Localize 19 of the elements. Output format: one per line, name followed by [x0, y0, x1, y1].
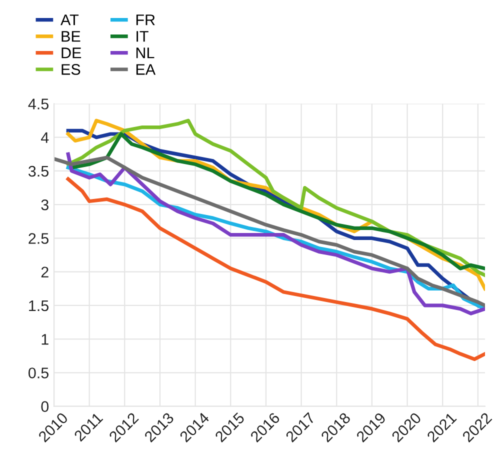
legend-label: EA	[136, 64, 156, 75]
y-tick-label: 1.5	[29, 300, 48, 312]
line-series	[66, 177, 485, 362]
y-tick-label: 4.5	[28, 98, 48, 110]
y-tick-label: 1	[42, 334, 48, 345]
legend-label: FR	[136, 14, 155, 26]
y-tick-label: 2	[41, 266, 48, 278]
y-tick-label: 0.5	[28, 368, 48, 378]
y-tick-label: 4	[40, 132, 49, 143]
y-tick-label: 0	[41, 401, 49, 412]
y-tick-label: 3.5	[28, 166, 48, 177]
legend-label: IT	[136, 31, 148, 42]
legend-label: ES	[62, 64, 80, 75]
y-tick-label: 2.5	[28, 233, 48, 244]
legend-label: BE	[62, 31, 80, 42]
legend-label: NL	[136, 48, 154, 58]
legend-label: DE	[62, 48, 82, 58]
y-tick-label: 3	[41, 199, 48, 210]
legend-label: AT	[60, 14, 79, 26]
